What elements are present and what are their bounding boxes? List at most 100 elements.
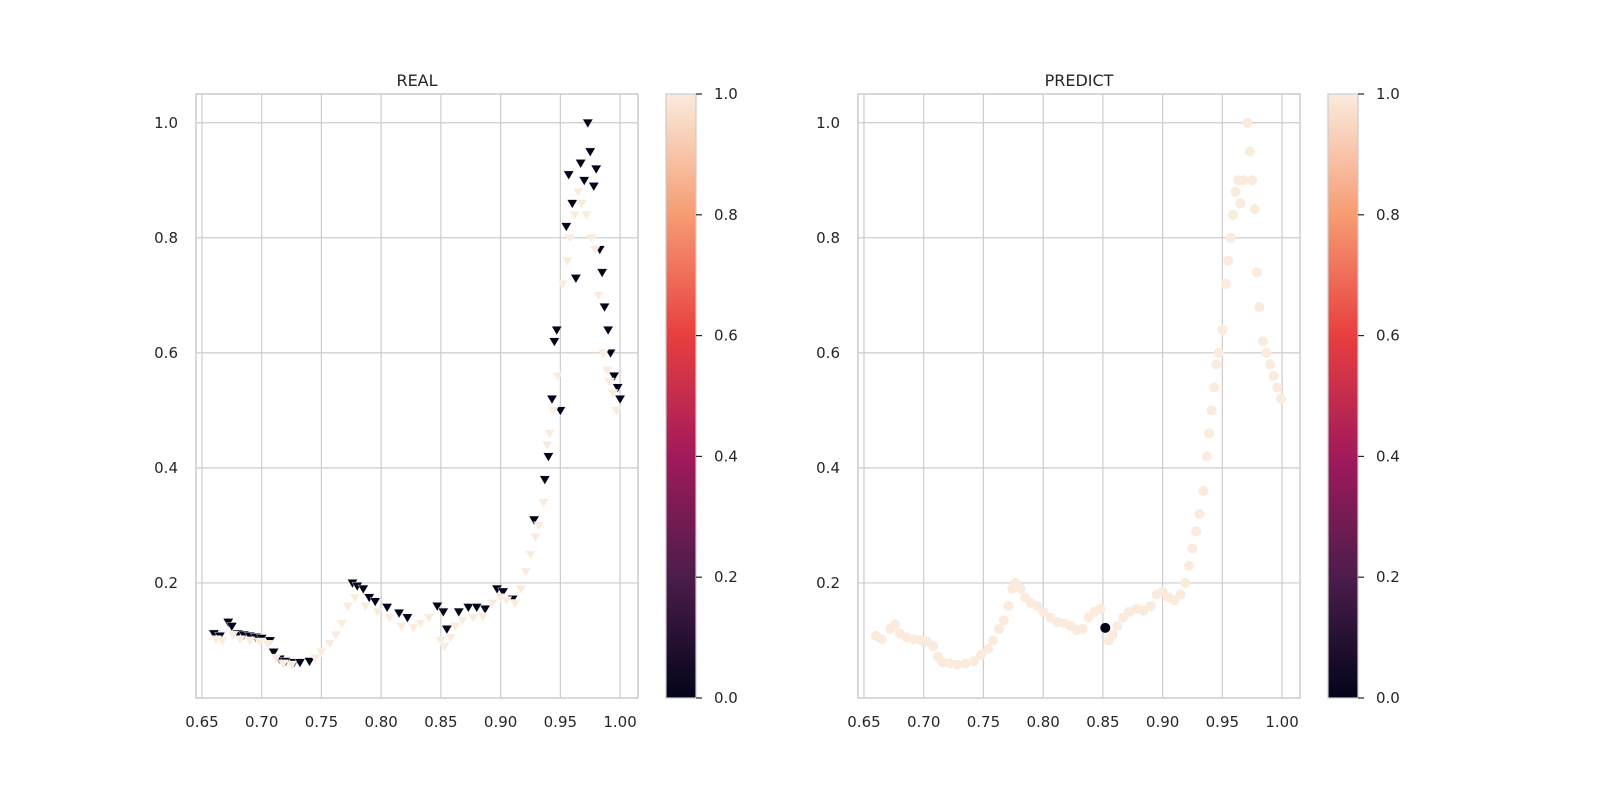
predict-colorbar-tick-label: 0.2 (1376, 568, 1400, 586)
real-point-class-1 (581, 210, 593, 221)
real-point-class-0 (566, 199, 578, 209)
predict-point-class-1 (1095, 603, 1106, 614)
real-point-class-0 (369, 597, 381, 607)
real-point-class-1 (607, 389, 619, 399)
real-x-tick-label: 0.65 (185, 713, 218, 731)
real-point-class-1 (286, 660, 298, 671)
predict-x-tick-label: 0.75 (967, 713, 1000, 731)
real-point-class-1 (444, 633, 456, 644)
real-point-class-0 (584, 147, 596, 158)
real-point-class-1 (456, 616, 468, 626)
predict-x-tick-label: 0.85 (1086, 713, 1119, 731)
real-point-class-0 (570, 274, 582, 284)
real-point-class-1 (544, 429, 556, 439)
real-point-class-0 (560, 222, 572, 232)
predict-point-class-1 (1045, 612, 1056, 623)
predict-point-class-1 (1208, 382, 1219, 393)
predict-point-class-1 (1261, 347, 1272, 358)
real-point-class-1 (601, 366, 613, 376)
real-point-class-0 (479, 604, 491, 615)
real-point-class-1 (336, 619, 348, 629)
predict-point-class-1 (998, 615, 1009, 626)
real-point-class-0 (268, 648, 280, 658)
predict-point-class-1 (1254, 301, 1265, 312)
predict-x-tick-label: 0.95 (1206, 713, 1239, 731)
predict-axes-frame (857, 93, 1301, 699)
real-point-class-1 (438, 642, 451, 652)
predict-point-class-1 (1228, 209, 1239, 220)
predict-point-class-1 (1112, 621, 1123, 632)
predict-colorbar-scale (1327, 93, 1359, 699)
predict-point-class-1 (1238, 175, 1249, 186)
real-point-class-1 (552, 372, 564, 382)
real-point-class-1 (585, 233, 597, 244)
real-point-class-1 (342, 602, 354, 612)
real-point-class-0 (578, 176, 590, 186)
real-point-class-0 (294, 658, 306, 668)
predict-point-class-1 (952, 659, 963, 670)
predict-point-class-1 (1217, 324, 1228, 335)
predict-x-ticks: 0.65 0.70 0.75 0.80 0.85 0.90 0.95 1.00 (847, 713, 1299, 731)
predict-point-class-1 (976, 649, 987, 660)
real-point-class-0 (437, 607, 449, 618)
predict-point-class-1 (1242, 117, 1253, 128)
predict-point-class-1 (1191, 526, 1202, 537)
real-y-tick-label: 1.0 (154, 114, 178, 132)
real-point-class-1 (520, 567, 532, 578)
predict-point-class-1 (1198, 485, 1209, 496)
real-point-class-0 (401, 613, 413, 624)
predict-y-tick-label: 0.8 (816, 229, 840, 247)
real-point-class-0 (303, 657, 316, 667)
real-point-class-1 (610, 406, 623, 416)
real-point-class-1 (449, 622, 461, 632)
real-point-class-0 (546, 395, 558, 405)
real-point-class-0 (393, 609, 405, 619)
real-point-class-1 (486, 599, 498, 609)
real-point-class-0 (575, 159, 587, 169)
predict-point-class-1 (1204, 428, 1215, 439)
real-y-tick-label: 0.4 (154, 459, 178, 477)
predict-point-class-1 (1175, 589, 1186, 600)
real-point-class-1 (415, 619, 427, 629)
real-point-class-1 (349, 593, 361, 603)
real-point-class-1 (561, 256, 574, 267)
real-point-class-1 (564, 233, 576, 244)
real-point-class-0 (551, 326, 563, 336)
predict-point-class-1 (1225, 232, 1236, 243)
predict-point-class-1 (987, 635, 998, 646)
predict-point-class-1 (1247, 175, 1258, 186)
real-y-tick-label: 0.2 (154, 574, 178, 592)
predict-y-tick-label: 0.2 (816, 574, 840, 592)
predict-x-tick-label: 0.70 (907, 713, 940, 731)
real-point-class-1 (315, 648, 327, 658)
real-y-tick-label: 0.6 (154, 344, 178, 362)
real-point-class-1 (253, 637, 265, 648)
real-point-class-1 (383, 613, 396, 624)
predict-y-ticks: 0.2 0.4 0.6 0.8 1.0 (816, 114, 840, 592)
real-point-class-0 (539, 475, 551, 486)
real-point-class-1 (569, 210, 581, 221)
real-colorbar: 0.0 0.2 0.4 0.6 0.8 1.0 (665, 85, 738, 707)
predict-point-class-0 (1100, 622, 1111, 633)
predict-chart-title: PREDICT (1045, 71, 1114, 90)
real-point-class-1 (262, 640, 274, 650)
real-point-class-0 (604, 349, 617, 359)
predict-y-tick-label: 1.0 (816, 114, 840, 132)
real-point-class-0 (596, 268, 608, 278)
real-point-class-0 (226, 622, 238, 632)
real-point-class-1 (524, 550, 537, 560)
real-point-class-1 (216, 636, 228, 647)
predict-point-class-1 (876, 634, 887, 645)
real-grid (196, 94, 638, 698)
real-point-class-0 (528, 515, 540, 526)
real-x-tick-label: 0.90 (484, 713, 517, 731)
real-point-class-0 (453, 607, 465, 618)
real-colorbar-scale (665, 93, 697, 699)
predict-point-class-1 (1257, 336, 1268, 347)
real-point-class-1 (501, 596, 513, 606)
real-point-class-1 (541, 441, 553, 451)
predict-point-class-1 (1183, 560, 1194, 571)
real-point-class-1 (360, 602, 372, 612)
real-point-class-1 (330, 630, 342, 641)
real-colorbar-tick-label: 0.0 (714, 689, 738, 707)
